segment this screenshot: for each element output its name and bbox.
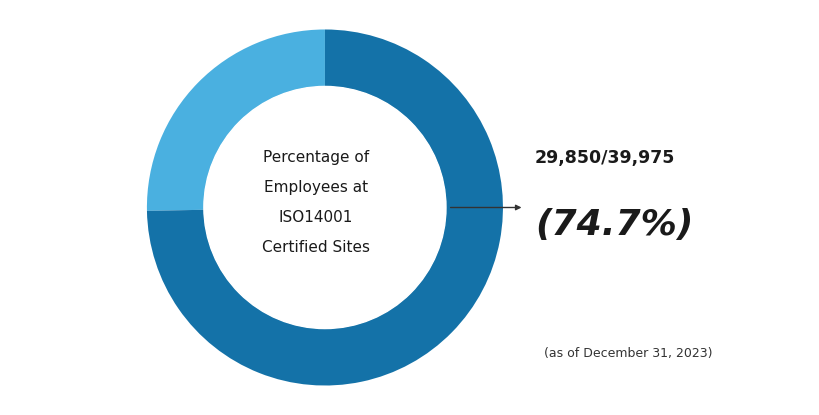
Text: Percentage of

Employees at

ISO14001

Certified Sites: Percentage of Employees at ISO14001 Cert… xyxy=(262,150,370,255)
Wedge shape xyxy=(147,29,503,386)
Text: 29,850/39,975: 29,850/39,975 xyxy=(535,149,676,167)
Text: (74.7%): (74.7%) xyxy=(535,208,694,242)
Wedge shape xyxy=(147,29,325,211)
Circle shape xyxy=(204,86,446,329)
Text: (as of December 31, 2023): (as of December 31, 2023) xyxy=(544,347,713,360)
